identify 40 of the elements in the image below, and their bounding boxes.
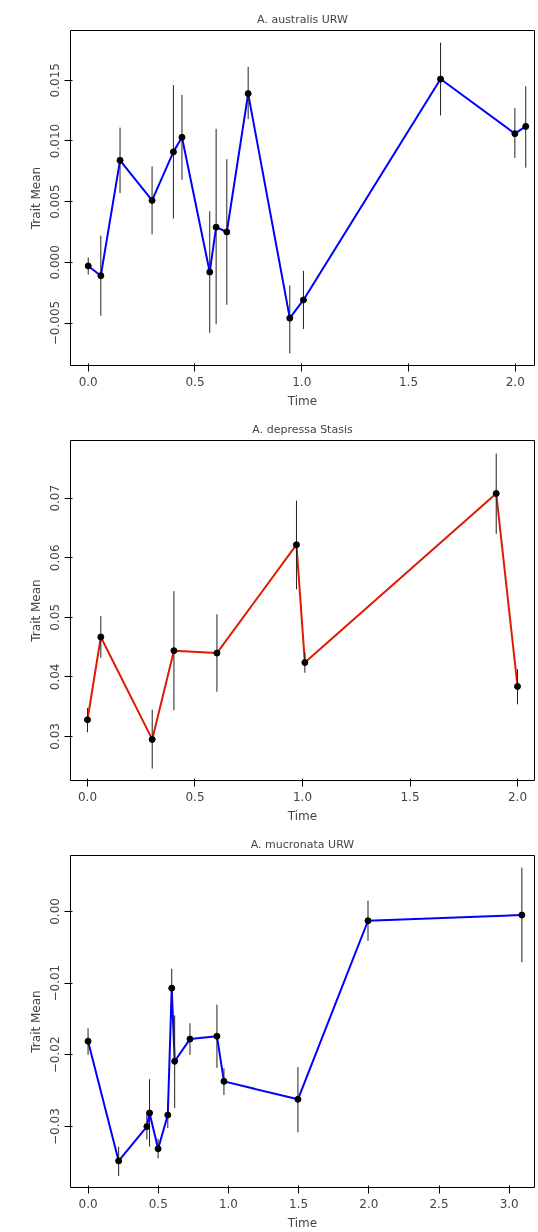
chart-title: A. depressa Stasis xyxy=(252,422,353,436)
x-tick-label: 0.0 xyxy=(77,789,98,804)
x-tick-label: 0.0 xyxy=(78,374,98,389)
chart-title: A. mucronata URW xyxy=(250,837,355,851)
y-tick-label: 0.03 xyxy=(48,723,63,750)
x-tick-label: 1.0 xyxy=(292,374,312,389)
y-tick-label: 0.05 xyxy=(48,603,63,631)
y-tick-label: 0.04 xyxy=(48,663,63,691)
y-axis-title: Trait Mean xyxy=(28,579,43,643)
x-tick-label: 0.0 xyxy=(78,1196,98,1211)
y-tick-label: 0.07 xyxy=(48,484,63,512)
x-tick-label: 1.0 xyxy=(292,789,313,804)
y-tick-label: 0.005 xyxy=(48,184,63,219)
y-tick-label: 0.010 xyxy=(48,123,63,159)
x-tick-label: 2.0 xyxy=(505,374,525,389)
x-axis-title: Time xyxy=(286,393,318,408)
y-tick-label: 0.015 xyxy=(48,63,63,98)
y-tick-label: 0.00 xyxy=(48,898,63,925)
y-tick-label: −0.005 xyxy=(48,300,63,346)
x-axis-title: Time xyxy=(286,1215,318,1230)
x-tick-label: 0.5 xyxy=(185,789,205,804)
x-tick-label: 3.0 xyxy=(499,1196,519,1211)
x-tick-label: 0.5 xyxy=(148,1196,168,1211)
y-axis-title: Trait Mean xyxy=(28,990,43,1054)
x-tick-label: 1.5 xyxy=(398,374,419,389)
x-tick-label: 2.0 xyxy=(507,789,528,804)
x-axis-title: Time xyxy=(286,808,318,823)
x-tick-label: 2.0 xyxy=(359,1196,379,1211)
y-axis-title: Trait Mean xyxy=(28,166,43,231)
y-tick-label: 0.000 xyxy=(48,245,63,280)
y-tick-label: −0.01 xyxy=(48,964,63,1002)
y-tick-label: −0.03 xyxy=(48,1108,63,1145)
chart-title: A. australis URW xyxy=(257,12,349,26)
x-tick-label: 1.0 xyxy=(218,1196,238,1211)
x-tick-label: 1.5 xyxy=(400,789,420,804)
x-tick-label: 2.5 xyxy=(429,1196,449,1211)
x-tick-label: 1.5 xyxy=(289,1196,309,1211)
x-tick-label: 0.5 xyxy=(185,374,205,389)
y-tick-label: −0.02 xyxy=(48,1036,63,1074)
y-tick-label: 0.06 xyxy=(48,544,63,572)
